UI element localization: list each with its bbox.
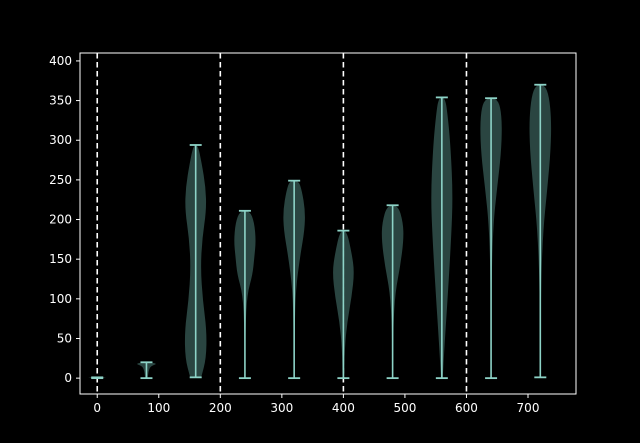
violin-480: [381, 204, 404, 380]
y-tick-label: 50: [57, 331, 72, 345]
x-axis: 0 100 200 300 400 500 600 700: [93, 394, 539, 415]
violin-640: [480, 97, 502, 380]
violin-560: [431, 96, 453, 380]
violin-160: [184, 144, 207, 379]
x-tick-label: 600: [455, 401, 478, 415]
x-tick-label: 100: [147, 401, 170, 415]
violin-320: [283, 179, 305, 380]
y-tick-label: 0: [64, 371, 72, 385]
y-tick-label: 100: [49, 292, 72, 306]
x-tick-label: 700: [517, 401, 540, 415]
x-tick-label: 400: [332, 401, 355, 415]
y-tick-label: 350: [49, 94, 72, 108]
violin-400: [333, 229, 354, 380]
violin-80: [137, 361, 156, 380]
y-tick-label: 200: [49, 213, 72, 227]
axes-frame: [79, 52, 577, 395]
vertical-reference-lines: [96, 53, 468, 394]
y-tick-label: 250: [49, 173, 72, 187]
x-tick-label: 0: [93, 401, 101, 415]
violin-0: [88, 376, 107, 380]
violin-720: [529, 83, 552, 379]
violins: [88, 83, 552, 380]
x-tick-label: 300: [270, 401, 293, 415]
y-tick-label: 150: [49, 252, 72, 266]
x-tick-label: 200: [209, 401, 232, 415]
y-axis: 0 50 100 150 200 250 300 350 400: [49, 54, 80, 385]
y-tick-label: 300: [49, 133, 72, 147]
violin-240: [234, 209, 256, 380]
y-tick-label: 400: [49, 54, 72, 68]
x-tick-label: 500: [393, 401, 416, 415]
